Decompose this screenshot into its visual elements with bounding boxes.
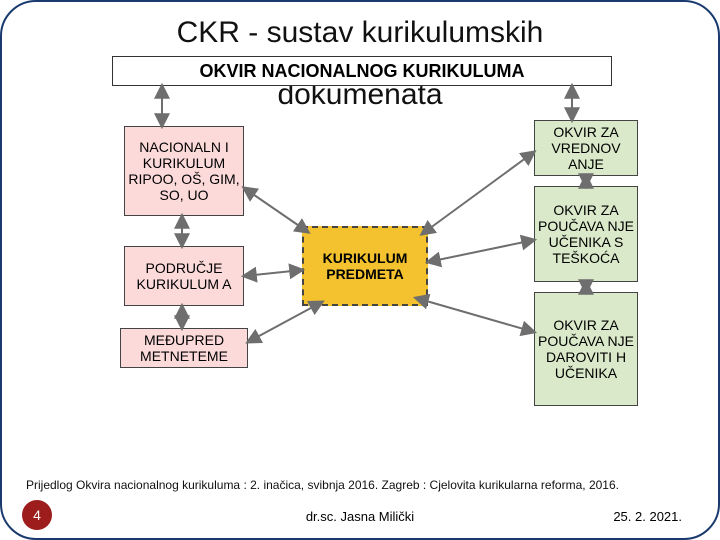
- arrow-right2_l-center_r: [428, 240, 534, 262]
- top-banner: OKVIR NACIONALNOG KURIKULUMA: [112, 56, 612, 86]
- slide-title-line1: CKR - sustav kurikulumskih: [2, 16, 718, 50]
- node-left1: NACIONALN I KURIKULUM RIPOO, OŠ, GIM, SO…: [124, 126, 244, 216]
- node-right1: OKVIR ZA VREDNOV ANJE: [534, 120, 638, 176]
- arrow-right1_l-center_tr: [422, 152, 534, 234]
- footer-author: dr.sc. Jasna Milički: [2, 509, 718, 524]
- node-left2: PODRUČJE KURIKULUM A: [124, 246, 244, 306]
- node-left3: MEĐUPRED METNETEME: [120, 328, 248, 368]
- arrow-left3_r-center_bl: [248, 302, 322, 342]
- node-right3: OKVIR ZA POUČAVA NJE DAROVITI H UČENIKA: [534, 292, 638, 406]
- node-right2: OKVIR ZA POUČAVA NJE UČENIKA S TEŠKOĆA: [534, 186, 638, 282]
- slide-frame: CKR - sustav kurikulumskih dokumenata OK…: [0, 0, 720, 540]
- arrow-left2_r-center_l: [244, 270, 302, 276]
- node-center: KURIKULUM PREDMETA: [302, 226, 428, 306]
- arrow-right3_l-center_br: [416, 298, 534, 332]
- citation-text: Prijedlog Okvira nacionalnog kurikuluma …: [26, 478, 694, 492]
- arrow-left1_r-center_tl: [244, 188, 308, 232]
- footer-date: 25. 2. 2021.: [613, 509, 682, 524]
